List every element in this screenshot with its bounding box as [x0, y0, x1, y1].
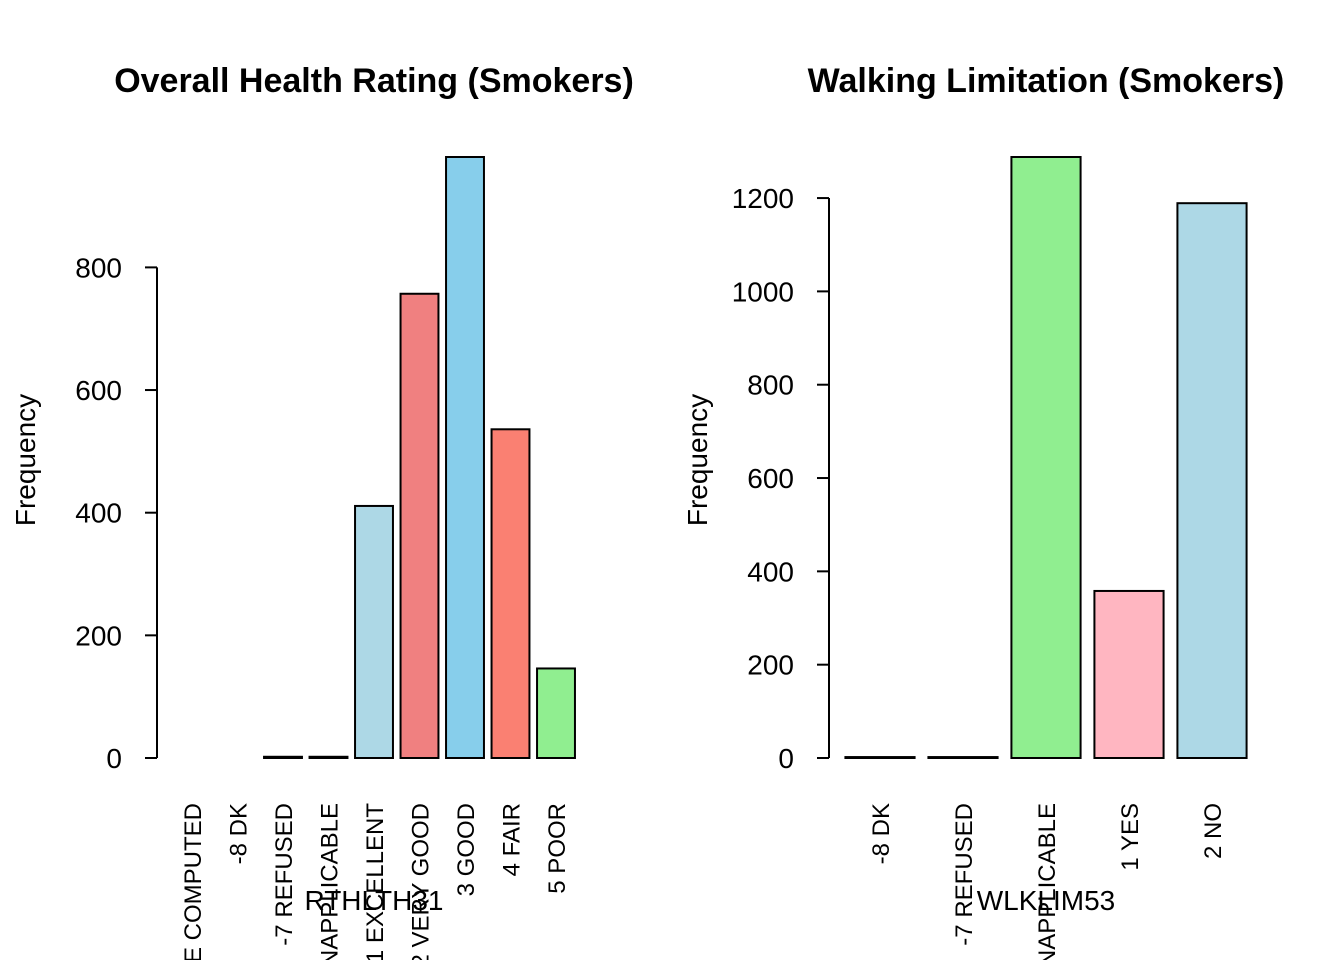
- y-tick-label: 600: [747, 463, 794, 494]
- chart-title: Walking Limitation (Smokers): [808, 62, 1285, 100]
- bar: [354, 504, 394, 760]
- y-axis-label: Frequency: [682, 394, 713, 526]
- chart-title: Overall Health Rating (Smokers): [114, 62, 634, 100]
- bar: [308, 755, 349, 760]
- y-tick-label: 1200: [732, 183, 794, 214]
- x-tick-label: -1 INAPPLICABLE: [317, 803, 344, 960]
- x-tick-label: -15 CANNOT BE COMPUTED: [180, 803, 207, 960]
- bar: [844, 756, 916, 760]
- x-tick-label: -7 REFUSED: [271, 803, 298, 946]
- x-tick-label: -8 DK: [868, 803, 895, 864]
- x-tick-label: 2 VERY GOOD: [408, 803, 435, 960]
- bar: [445, 156, 485, 759]
- bar: [1093, 589, 1165, 759]
- x-tick-label: -1 INAPPLICABLE: [1034, 803, 1061, 960]
- bar: [927, 756, 999, 760]
- y-tick-label: 200: [747, 650, 794, 681]
- bar: [1176, 202, 1248, 759]
- x-tick-label: -8 DK: [226, 803, 253, 864]
- y-tick-label: 400: [75, 498, 122, 529]
- y-tick-label: 1000: [732, 276, 794, 307]
- y-tick-label: 200: [75, 620, 122, 651]
- y-tick-label: 800: [747, 370, 794, 401]
- x-axis-label: RTHLTH31: [304, 885, 443, 916]
- bar: [399, 292, 440, 759]
- y-tick-label: 400: [747, 556, 794, 587]
- y-axis-label: Frequency: [10, 394, 41, 526]
- x-tick-label: 1 YES: [1117, 803, 1144, 871]
- x-tick-label: 5 POOR: [544, 803, 571, 894]
- y-tick-label: 0: [106, 743, 122, 774]
- y-tick-label: 600: [75, 375, 122, 406]
- bar: [490, 428, 531, 759]
- x-tick-label: 3 GOOD: [453, 803, 480, 896]
- x-tick-label: 4 FAIR: [499, 803, 526, 876]
- y-tick-label: 0: [778, 743, 794, 774]
- y-tick-label: 800: [75, 252, 122, 283]
- bar: [1010, 156, 1082, 759]
- x-axis-label: WLKLIM53: [977, 885, 1116, 916]
- bar: [263, 755, 303, 760]
- x-tick-label: -7 REFUSED: [951, 803, 978, 946]
- x-tick-label: 1 EXCELLENT: [362, 803, 389, 960]
- bar: [536, 667, 576, 759]
- x-tick-label: 2 NO: [1200, 803, 1227, 859]
